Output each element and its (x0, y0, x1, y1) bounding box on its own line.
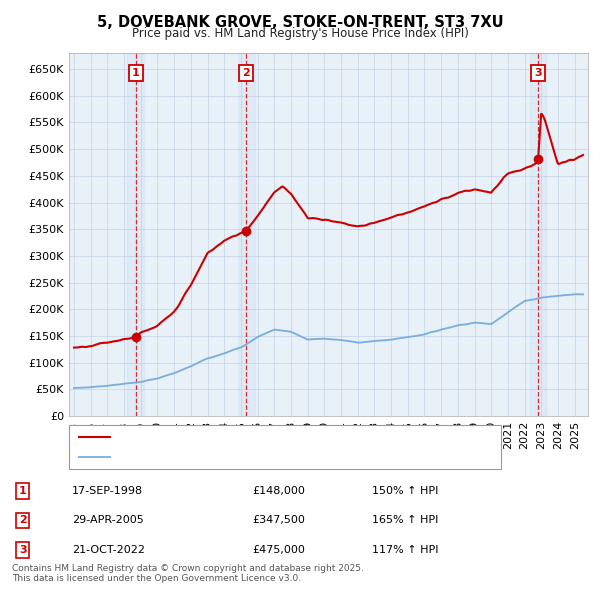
Text: 5, DOVEBANK GROVE, STOKE-ON-TRENT, ST3 7XU (detached house): 5, DOVEBANK GROVE, STOKE-ON-TRENT, ST3 7… (117, 432, 472, 442)
Text: 150% ↑ HPI: 150% ↑ HPI (372, 486, 439, 496)
Text: 3: 3 (534, 68, 542, 78)
Text: 17-SEP-1998: 17-SEP-1998 (72, 486, 143, 496)
Text: £347,500: £347,500 (252, 516, 305, 525)
Text: HPI: Average price, detached house, Stoke-on-Trent: HPI: Average price, detached house, Stok… (117, 452, 385, 461)
Text: 29-APR-2005: 29-APR-2005 (72, 516, 144, 525)
Text: 165% ↑ HPI: 165% ↑ HPI (372, 516, 439, 525)
Bar (127, 53, 144, 416)
Text: 1: 1 (19, 486, 26, 496)
Text: Contains HM Land Registry data © Crown copyright and database right 2025.
This d: Contains HM Land Registry data © Crown c… (12, 563, 364, 583)
Text: £475,000: £475,000 (252, 545, 305, 555)
Text: 2: 2 (242, 68, 250, 78)
Text: 2: 2 (19, 516, 26, 525)
Text: Price paid vs. HM Land Registry's House Price Index (HPI): Price paid vs. HM Land Registry's House … (131, 27, 469, 40)
Text: 117% ↑ HPI: 117% ↑ HPI (372, 545, 439, 555)
Text: £148,000: £148,000 (252, 486, 305, 496)
Bar (238, 53, 255, 416)
Bar (530, 53, 546, 416)
Text: 21-OCT-2022: 21-OCT-2022 (72, 545, 145, 555)
Text: 1: 1 (132, 68, 140, 78)
Text: 3: 3 (19, 545, 26, 555)
Text: 5, DOVEBANK GROVE, STOKE-ON-TRENT, ST3 7XU: 5, DOVEBANK GROVE, STOKE-ON-TRENT, ST3 7… (97, 15, 503, 30)
